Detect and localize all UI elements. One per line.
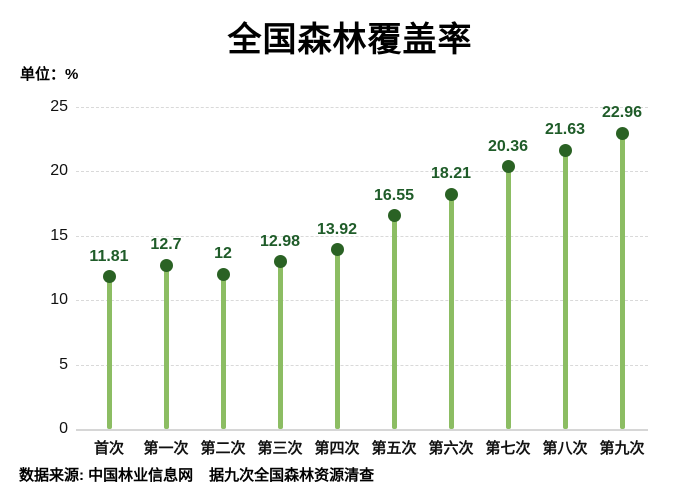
lollipop-stem	[391, 215, 397, 429]
lollipop-stem	[163, 265, 169, 429]
data-point-value-label: 13.92	[316, 220, 358, 238]
x-axis-tick-label: 第七次	[485, 440, 531, 457]
x-axis-tick-label: 第九次	[599, 440, 645, 457]
lollipop-stem	[334, 249, 340, 429]
data-source-text: 数据来源: 中国林业信息网	[19, 467, 194, 484]
x-axis-tick-label: 第五次	[371, 440, 417, 457]
lollipop-stem	[505, 166, 511, 429]
x-axis-line	[76, 429, 648, 431]
data-point-value-label: 20.36	[487, 137, 529, 155]
x-axis-tick-label: 第四次	[314, 440, 360, 457]
y-axis-tick-label: 10	[50, 291, 68, 309]
x-axis-tick-label: 第六次	[428, 440, 474, 457]
data-point-value-label: 16.55	[373, 186, 415, 204]
x-axis-tick-label: 第三次	[257, 440, 303, 457]
lollipop-stem	[277, 261, 283, 429]
y-axis-tick-label: 15	[50, 226, 68, 244]
y-axis-tick-label: 5	[59, 355, 68, 373]
lollipop-stem	[220, 274, 226, 429]
x-axis-tick-label: 第一次	[143, 440, 189, 457]
data-source-note: 数据来源: 中国林业信息网 据九次全国森林资源清查	[19, 464, 374, 485]
lollipop-stem	[562, 150, 568, 429]
lollipop-stem	[106, 276, 112, 429]
data-point-dot	[102, 270, 116, 284]
data-point-value-label: 12.98	[259, 232, 301, 250]
data-point-dot	[216, 267, 230, 281]
gridline	[76, 107, 648, 108]
x-axis-tick-label: 第二次	[200, 440, 246, 457]
data-point-dot	[444, 187, 458, 201]
data-point-dot	[501, 160, 515, 174]
data-point-dot	[387, 209, 401, 223]
data-point-value-label: 22.96	[601, 104, 643, 122]
gridline	[76, 171, 648, 173]
gridline	[76, 364, 648, 366]
x-axis-tick-label: 第八次	[542, 440, 588, 457]
data-point-dot	[330, 243, 344, 257]
data-point-value-label: 12.7	[150, 236, 182, 254]
gridline	[76, 235, 648, 237]
lollipop-stem	[448, 194, 454, 429]
data-point-value-label: 12	[214, 245, 232, 263]
data-point-value-label: 18.21	[430, 165, 472, 183]
unit-label: 单位：%	[20, 66, 79, 83]
data-point-dot	[273, 255, 287, 269]
data-point-dot	[159, 258, 173, 272]
y-axis-tick-label: 25	[50, 98, 68, 115]
data-point-dot	[615, 126, 629, 140]
y-axis-tick-label: 20	[50, 162, 68, 180]
gridline	[76, 300, 648, 302]
data-point-value-label: 11.81	[89, 247, 129, 265]
x-axis-tick-label: 首次	[93, 440, 124, 457]
data-point-value-label: 21.63	[544, 121, 586, 139]
chart-title: 全国森林覆盖率	[227, 21, 473, 59]
lollipop-stem	[619, 133, 625, 429]
y-axis-tick-label: 0	[59, 420, 68, 437]
survey-note-text: 据九次全国森林资源清查	[209, 467, 375, 484]
data-point-dot	[558, 143, 572, 157]
